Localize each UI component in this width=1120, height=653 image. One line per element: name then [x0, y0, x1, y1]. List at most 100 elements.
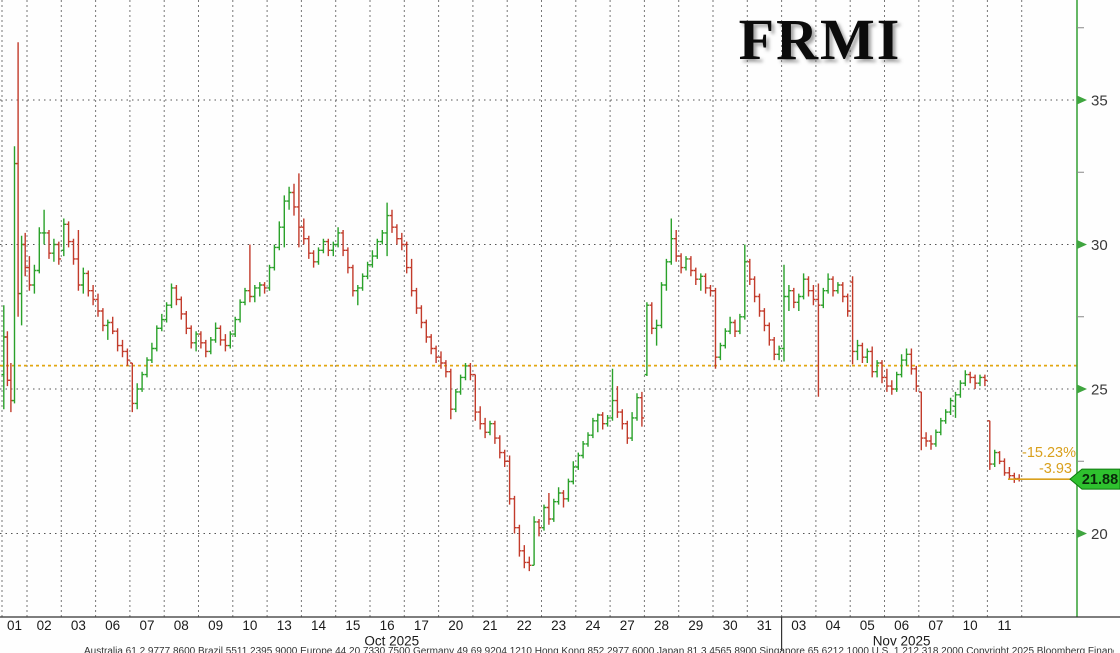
x-axis-day-label: 10 [242, 618, 257, 633]
ohlc-bar [105, 319, 111, 340]
ohlc-bar [605, 415, 610, 427]
ohlc-bar [865, 348, 870, 363]
ohlc-bar [71, 238, 76, 265]
ohlc-bar [497, 435, 503, 459]
ohlc-bar [747, 258, 752, 285]
ohlc-bar [845, 293, 850, 317]
ohlc-bar [1007, 467, 1012, 479]
x-axis-day-label: 23 [551, 618, 566, 633]
ohlc-bar [796, 293, 801, 311]
y-axis-tick-arrow [1077, 95, 1087, 105]
ohlc-bar [879, 360, 885, 384]
ohlc-bar [781, 264, 787, 362]
ohlc-bar [928, 435, 934, 450]
x-axis-day-label: 16 [380, 618, 395, 633]
ohlc-bar [512, 495, 517, 534]
x-axis-day-label: 07 [928, 618, 943, 633]
ohlc-bar [384, 202, 390, 257]
ohlc-bar [301, 218, 307, 245]
x-axis-day-label: 31 [757, 618, 772, 633]
ohlc-bar [742, 244, 748, 320]
ohlc-bar [208, 337, 214, 355]
ohlc-bar [502, 449, 507, 467]
ohlc-bar [551, 498, 556, 522]
x-axis-day-label: 05 [860, 618, 875, 633]
ohlc-bar [909, 348, 914, 375]
ohlc-bar [723, 328, 728, 349]
ohlc-bar [154, 325, 160, 352]
ohlc-bar [869, 346, 875, 378]
ohlc-bar [174, 285, 179, 306]
ohlc-bar [625, 420, 630, 444]
ohlc-bar [580, 441, 586, 459]
ohlc-bar [639, 391, 645, 427]
x-axis-day-label: 17 [414, 618, 429, 633]
x-axis-day-label: 28 [654, 618, 669, 633]
terminal-footer-text: Australia 61 2 9777 8600 Brazil 5511 239… [84, 646, 1114, 653]
ohlc-bar [713, 287, 718, 369]
ohlc-bar [531, 516, 537, 566]
ohlc-bar [732, 319, 738, 337]
ohlc-bar [188, 325, 194, 349]
ohlc-bar [786, 285, 792, 311]
ohlc-bar [228, 331, 233, 349]
ohlc-bar [394, 224, 400, 245]
x-axis-day-label: 10 [963, 618, 978, 633]
x-axis-day-label: 09 [208, 618, 223, 633]
ohlc-bar [1002, 458, 1007, 476]
ohlc-bar [424, 319, 429, 343]
ohlc-bar [252, 285, 258, 303]
ohlc-bar [291, 183, 297, 216]
ohlc-bar [286, 186, 292, 210]
ohlc-bar [22, 232, 28, 277]
ohlc-bar [86, 270, 91, 297]
ohlc-bar [164, 302, 169, 323]
ohlc-bar [659, 282, 664, 329]
ohlc-bar [125, 348, 130, 366]
ohlc-bar [340, 230, 346, 257]
ohlc-bar [370, 250, 375, 268]
ohlc-bar [134, 383, 140, 410]
ohlc-bar [948, 397, 953, 415]
y-axis-label: 35 [1091, 93, 1108, 110]
ohlc-bar [281, 195, 287, 248]
ohlc-bar [669, 218, 674, 265]
ohlc-bar [56, 241, 62, 265]
ohlc-bar [355, 285, 361, 306]
y-axis-label: 20 [1091, 526, 1108, 543]
ohlc-bar [144, 357, 150, 378]
ohlc-bar [615, 386, 620, 418]
ohlc-bar [757, 293, 762, 317]
ohlc-bar [90, 285, 96, 306]
ohlc-bar [595, 413, 601, 433]
ohlc-bar [81, 267, 86, 294]
ohlc-bar [541, 504, 547, 531]
ohlc-bar [139, 371, 145, 392]
ohlc-bar [492, 420, 498, 444]
ohlc-bar [874, 360, 880, 378]
ohlc-bar [522, 545, 527, 569]
ohlc-bar [110, 316, 115, 335]
ohlc-bar [242, 287, 248, 306]
month-label-nov: Nov 2025 [873, 634, 931, 649]
ohlc-bar [218, 325, 223, 346]
ohlc-bar [115, 328, 120, 352]
ohlc-bar [835, 282, 841, 294]
ohlc-bar [458, 374, 463, 395]
percent-change-label: -15.23% [1022, 445, 1076, 461]
ohlc-bar [306, 235, 312, 259]
ohlc-bar [316, 247, 321, 265]
ohlc-bar [977, 374, 983, 387]
ohlc-bar [987, 420, 993, 470]
ohlc-bar [938, 417, 944, 436]
y-axis-tick-arrow [1077, 384, 1087, 394]
ohlc-bar [904, 348, 909, 366]
x-axis-day-label: 04 [825, 618, 841, 633]
last-price-badge-text: 21.88 [1082, 472, 1118, 488]
ohlc-bar [923, 432, 929, 447]
ohlc-bar [855, 339, 860, 361]
ohlc-bar [414, 287, 419, 314]
x-axis-day-label: 06 [105, 618, 120, 633]
ohlc-bar [688, 256, 694, 277]
